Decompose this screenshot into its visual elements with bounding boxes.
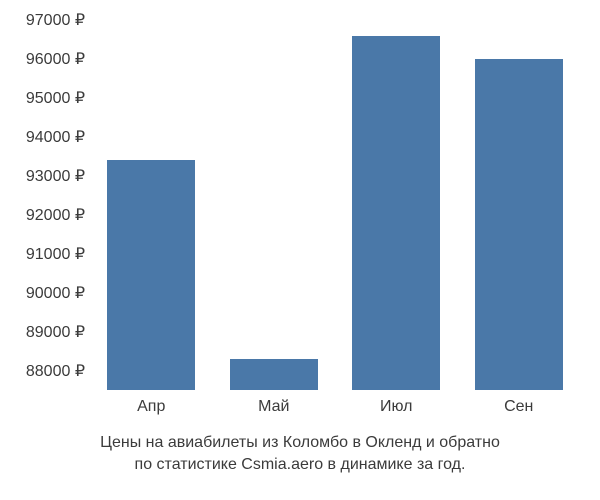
y-tick-label: 90000 ₽	[5, 283, 85, 303]
y-tick-label: 92000 ₽	[5, 205, 85, 225]
bar	[475, 59, 563, 390]
y-tick-label: 96000 ₽	[5, 49, 85, 69]
bar	[352, 36, 440, 390]
y-tick-label: 88000 ₽	[5, 361, 85, 381]
x-tick-label: Июл	[380, 398, 412, 416]
x-tick-label: Апр	[137, 398, 165, 416]
y-tick-label: 94000 ₽	[5, 127, 85, 147]
y-tick-label: 91000 ₽	[5, 244, 85, 264]
y-tick-label: 95000 ₽	[5, 88, 85, 108]
price-chart: Цены на авиабилеты из Коломбо в Окленд и…	[0, 0, 600, 500]
chart-caption: Цены на авиабилеты из Коломбо в Окленд и…	[0, 432, 600, 475]
x-tick-label: Сен	[504, 398, 533, 416]
plot-area	[90, 20, 580, 390]
x-tick-label: Май	[258, 398, 289, 416]
y-tick-label: 93000 ₽	[5, 166, 85, 186]
bar	[230, 359, 318, 390]
y-tick-label: 97000 ₽	[5, 10, 85, 30]
bar	[107, 160, 195, 390]
caption-line-2: по статистике Csmia.aero в динамике за г…	[135, 456, 466, 473]
y-tick-label: 89000 ₽	[5, 322, 85, 342]
caption-line-1: Цены на авиабилеты из Коломбо в Окленд и…	[100, 434, 500, 451]
